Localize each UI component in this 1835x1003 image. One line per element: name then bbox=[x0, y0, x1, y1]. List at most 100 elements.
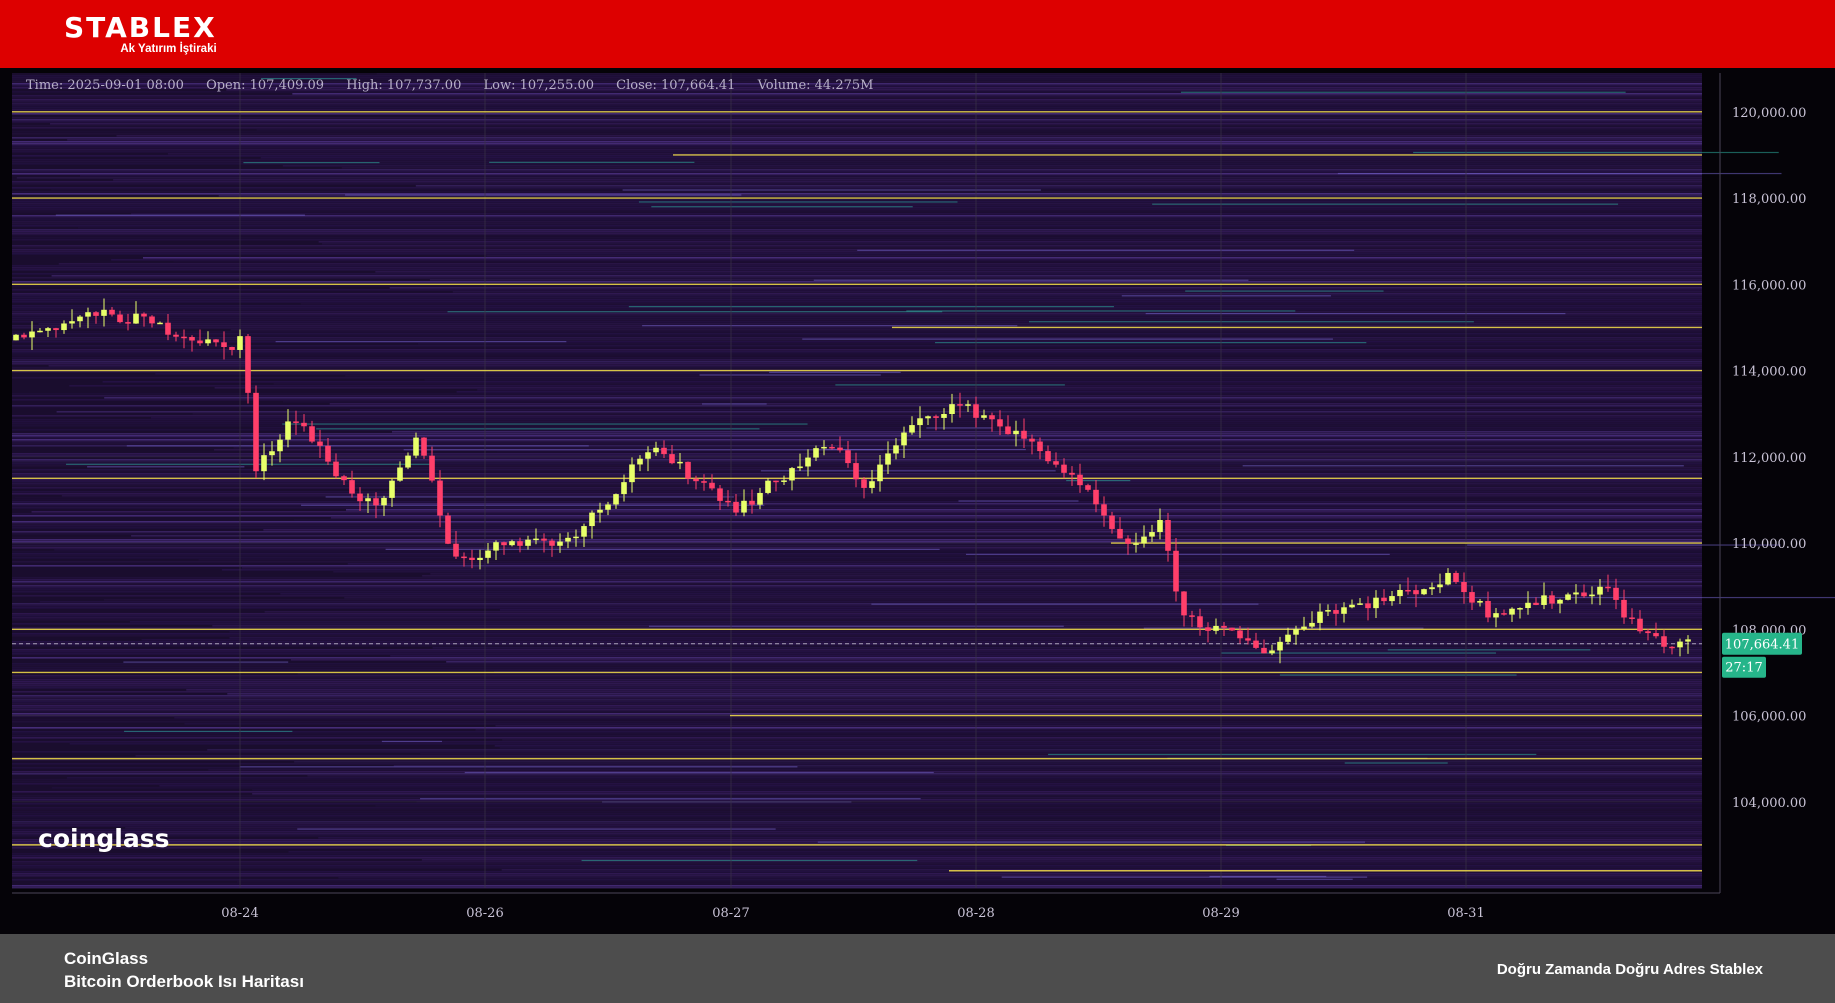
candle bbox=[1605, 574, 1611, 592]
heat-band bbox=[12, 187, 1702, 189]
heat-streak bbox=[802, 338, 1333, 340]
candle-body bbox=[445, 515, 451, 544]
heat-band bbox=[12, 681, 1702, 683]
candle-body bbox=[725, 500, 731, 503]
candle-body bbox=[1221, 625, 1227, 628]
candle-body bbox=[373, 498, 379, 506]
candle-body bbox=[549, 540, 555, 546]
heat-band bbox=[12, 333, 1702, 335]
heat-band bbox=[12, 433, 1702, 435]
candle-body bbox=[645, 452, 651, 459]
heat-band bbox=[12, 335, 1702, 337]
heat-band bbox=[12, 289, 1702, 291]
heat-streak bbox=[1066, 479, 1131, 482]
y-tick-label: 120,000.00 bbox=[1732, 106, 1806, 121]
heat-band bbox=[12, 183, 1702, 185]
candle bbox=[1485, 591, 1491, 623]
ohlc-info-bar: Time: 2025-09-01 08:00 Open: 107,409.09 … bbox=[26, 78, 891, 93]
heat-band bbox=[12, 619, 1702, 621]
footer-bar: CoinGlass Bitcoin Orderbook Isı Haritası… bbox=[0, 934, 1835, 1003]
candle bbox=[277, 434, 283, 463]
heat-streak bbox=[1406, 596, 1835, 599]
candle bbox=[909, 416, 915, 435]
heat-streak bbox=[381, 740, 442, 743]
heat-band bbox=[12, 105, 1702, 107]
candle-body bbox=[717, 488, 723, 501]
candle bbox=[853, 452, 859, 488]
candle bbox=[869, 470, 875, 494]
heat-band bbox=[282, 401, 1702, 403]
candle bbox=[717, 485, 723, 510]
candle bbox=[885, 441, 891, 475]
heat-band bbox=[12, 821, 1702, 823]
candle-body bbox=[1485, 600, 1491, 618]
y-tick-label: 110,000.00 bbox=[1732, 537, 1806, 552]
heat-band bbox=[12, 499, 1702, 501]
candle bbox=[1205, 622, 1211, 643]
candle-body bbox=[589, 512, 595, 527]
candle-body bbox=[653, 447, 659, 453]
heat-streak bbox=[1337, 172, 1782, 175]
heat-band bbox=[379, 849, 1702, 851]
heat-streak bbox=[1344, 762, 1448, 764]
heat-band bbox=[12, 369, 1702, 371]
candle bbox=[117, 310, 123, 324]
heat-band bbox=[69, 385, 1703, 387]
candle bbox=[365, 493, 371, 514]
heat-band bbox=[12, 265, 1702, 267]
heat-band bbox=[12, 315, 1702, 317]
candle bbox=[1429, 582, 1435, 595]
candle bbox=[685, 461, 691, 485]
candle-body bbox=[1557, 599, 1563, 604]
candle bbox=[1397, 584, 1403, 605]
heat-band bbox=[12, 711, 1702, 713]
candle-body bbox=[1357, 603, 1363, 605]
candle bbox=[261, 443, 267, 481]
heat-band bbox=[12, 577, 1702, 579]
candle bbox=[757, 487, 763, 510]
y-tick-label: 116,000.00 bbox=[1732, 278, 1806, 293]
heat-band bbox=[456, 391, 1702, 393]
candle-body bbox=[1589, 594, 1595, 597]
candle-body bbox=[853, 463, 859, 480]
heat-band bbox=[12, 829, 1702, 831]
candle bbox=[997, 410, 1003, 436]
heat-band bbox=[12, 817, 1702, 819]
heat-band bbox=[230, 329, 1702, 331]
heat-band bbox=[141, 639, 1703, 641]
heat-streak bbox=[447, 311, 943, 313]
heat-band bbox=[12, 75, 1702, 77]
candle bbox=[661, 440, 667, 459]
candle-body bbox=[621, 482, 627, 495]
chart-svg[interactable]: 104,000.00106,000.00108,000.00110,000.00… bbox=[0, 68, 1835, 934]
candle-body bbox=[1645, 631, 1651, 634]
candle-body bbox=[1157, 520, 1163, 533]
candle bbox=[293, 410, 299, 435]
heat-band bbox=[12, 349, 1702, 351]
candle bbox=[1317, 603, 1323, 631]
orderbook-heatmap-chart[interactable]: 104,000.00 106,000.00 108,000.00 110,000.00… bbox=[0, 68, 1835, 934]
heat-band bbox=[12, 313, 1702, 315]
candle-body bbox=[1365, 603, 1371, 609]
candle bbox=[1509, 607, 1515, 623]
candle bbox=[149, 315, 155, 328]
heat-band bbox=[341, 167, 1702, 169]
heat-band bbox=[227, 693, 1702, 695]
candle bbox=[1405, 577, 1411, 595]
candle bbox=[389, 478, 395, 507]
heat-streak bbox=[958, 500, 1079, 502]
candle-body bbox=[1029, 438, 1035, 442]
heat-band bbox=[12, 795, 1702, 797]
heat-band bbox=[12, 719, 1702, 721]
heat-band bbox=[111, 259, 1703, 261]
heat-band bbox=[12, 703, 1702, 705]
candle bbox=[1077, 463, 1083, 493]
heat-streak bbox=[857, 249, 1355, 251]
candle-body bbox=[1621, 599, 1627, 618]
candle-body bbox=[125, 322, 131, 324]
x-tick-label: 08-26 bbox=[466, 906, 503, 921]
candle bbox=[381, 495, 387, 516]
heat-streak bbox=[239, 766, 798, 768]
candle bbox=[1421, 588, 1427, 596]
heat-band bbox=[12, 235, 1702, 237]
